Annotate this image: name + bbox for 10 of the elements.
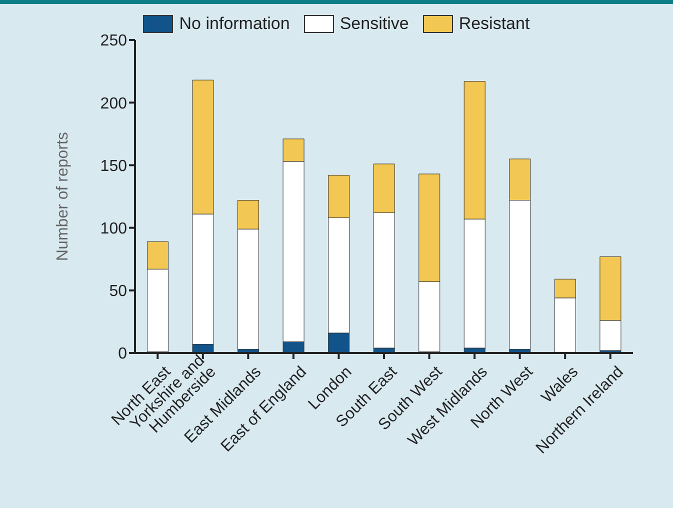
y-tick-label: 250 [100, 32, 128, 50]
y-tick-label: 150 [100, 158, 128, 175]
legend-label: Resistant [458, 14, 530, 34]
y-tick-label: 0 [118, 346, 128, 363]
y-tick-label: 100 [100, 220, 128, 238]
legend-label: No information [179, 14, 290, 34]
y-tick-label: 200 [100, 95, 128, 112]
legend-label: Sensitive [340, 14, 409, 34]
y-axis-title: Number of reports [54, 132, 72, 261]
y-tick-label: 50 [109, 283, 128, 300]
